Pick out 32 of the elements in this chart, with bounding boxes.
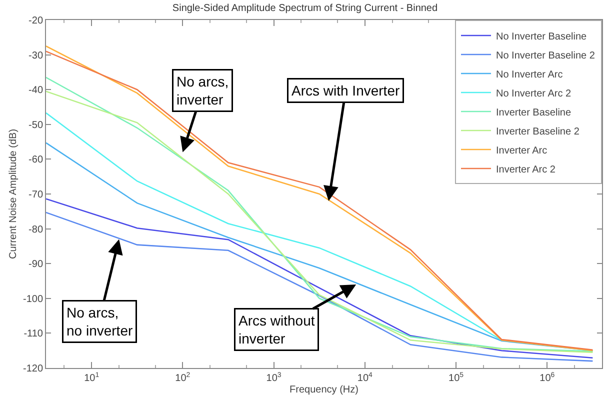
- x-axis-title: Frequency (Hz): [290, 384, 358, 396]
- y-tick-label: -80: [28, 224, 44, 236]
- annotation: No arcs, no inverter: [66, 304, 133, 339]
- y-tick-label: -30: [28, 50, 44, 62]
- legend-label: No Inverter Baseline 2: [496, 50, 596, 62]
- x-tick-label: 10$^{4}$: [357, 372, 373, 384]
- annotation: Arcs without inverter: [238, 312, 315, 347]
- legend-label: No Inverter Baseline: [496, 31, 588, 42]
- x-tick-label: 10$^{5}$: [448, 372, 464, 384]
- x-tick-label: 10$^{2}$: [175, 372, 190, 384]
- legend-label: No Inverter Arc 2: [496, 88, 572, 100]
- y-tick-label: -60: [28, 154, 44, 166]
- y-tick-label: -110: [24, 328, 44, 340]
- y-tick-label: -20: [28, 16, 44, 26]
- x-tick-label: 10$^{6}$: [540, 372, 555, 384]
- legend-label: Inverter Baseline 2: [496, 126, 580, 138]
- chart-title: Single-Sided Amplitude Spectrum of String Current - Binned: [172, 3, 438, 14]
- y-tick-label: -100: [22, 294, 44, 305]
- x-tick-label: 10$^{3}$: [266, 372, 282, 384]
- x-tick-label: 10$^{1}$: [84, 372, 100, 384]
- y-axis-title: Current Noise Amplitude (dB): [8, 128, 19, 260]
- legend-label: Inverter Arc: [496, 145, 548, 156]
- y-tick-label: -70: [28, 190, 44, 200]
- y-tick-label: -90: [28, 259, 44, 270]
- annotation: Arcs with Inverter: [292, 82, 400, 98]
- annotation: No arcs, inverter: [176, 74, 229, 108]
- y-tick-label: -50: [28, 120, 44, 131]
- legend-label: No Inverter Arc: [496, 69, 563, 80]
- legend-label: Inverter Arc 2: [496, 164, 556, 176]
- y-tick-label: -120: [22, 364, 44, 374]
- y-tick-label: -40: [28, 85, 44, 96]
- legend-label: Inverter Baseline: [496, 107, 572, 118]
